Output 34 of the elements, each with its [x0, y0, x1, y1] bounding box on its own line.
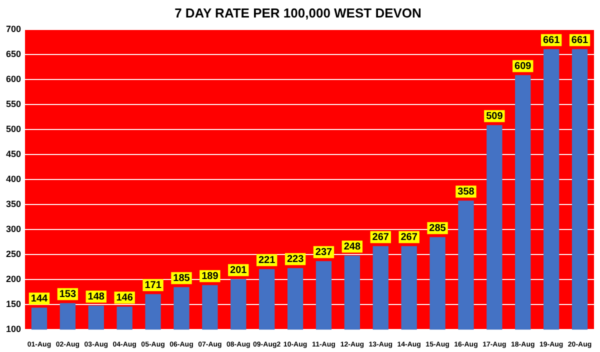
- data-label: 609: [514, 60, 532, 72]
- chart-title: 7 DAY RATE PER 100,000 WEST DEVON: [174, 5, 422, 20]
- data-label: 267: [400, 232, 418, 243]
- y-tick-label: 250: [6, 249, 22, 260]
- data-label: 146: [116, 292, 134, 304]
- data-label: 221: [258, 254, 276, 266]
- y-tick-label: 700: [6, 24, 22, 34]
- data-label: 661: [542, 34, 560, 46]
- data-label: 185: [173, 272, 190, 284]
- y-tick-label: 100: [6, 324, 22, 334]
- data-label: 248: [344, 241, 361, 252]
- y-tick-label: 200: [6, 274, 22, 284]
- y-tick-label: 550: [6, 99, 22, 110]
- data-label: 358: [458, 186, 475, 198]
- y-tick-label: 400: [6, 174, 22, 184]
- data-label: 223: [286, 254, 304, 265]
- y-tick-label: 650: [6, 49, 22, 60]
- data-label: 148: [88, 291, 105, 302]
- data-label: 285: [429, 222, 446, 234]
- data-label: 237: [315, 246, 333, 258]
- y-tick-label: 500: [6, 124, 22, 134]
- data-label: 171: [144, 280, 162, 291]
- y-tick-label: 300: [6, 224, 22, 234]
- y-tick-label: 600: [6, 74, 22, 84]
- data-label: 661: [571, 34, 589, 46]
- y-tick-label: 350: [6, 199, 22, 210]
- y-tick-label: 150: [6, 299, 22, 310]
- data-label: 153: [59, 288, 76, 300]
- data-label: 267: [372, 232, 390, 243]
- data-label: 509: [486, 110, 504, 122]
- data-label: 189: [202, 270, 219, 282]
- y-tick-label: 450: [6, 149, 22, 160]
- data-label: 144: [30, 293, 48, 304]
- data-label: 201: [230, 264, 248, 276]
